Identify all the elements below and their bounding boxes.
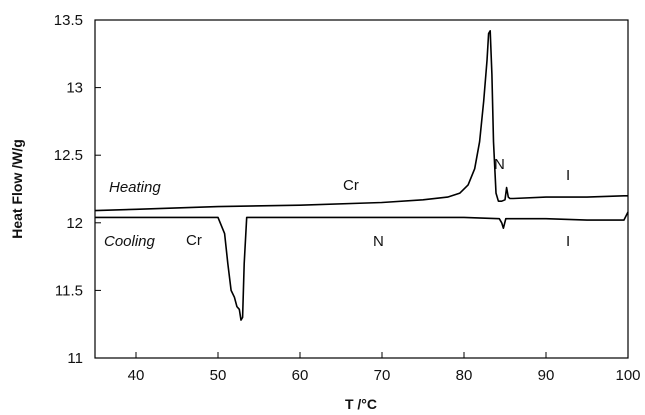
x-tick-label: 90	[538, 367, 555, 384]
cooling-curve	[95, 211, 629, 321]
heating-phase-cr: Cr	[343, 177, 359, 194]
cooling-phase-n: N	[373, 233, 384, 250]
y-axis-ticks: 11 11.5 12 12.5 13 13.5	[54, 12, 101, 367]
series-lines	[94, 29, 629, 321]
y-tick-label: 11	[67, 350, 83, 367]
y-tick-label: 12.5	[54, 147, 83, 164]
heating-series-label: Heating	[109, 179, 161, 196]
y-tick-label: 11.5	[55, 282, 83, 299]
plot-frame	[94, 19, 629, 359]
x-tick-label: 80	[456, 367, 473, 384]
x-axis-ticks: 40 50 60 70 80 90 100	[128, 352, 641, 384]
cooling-phase-cr: Cr	[186, 232, 202, 249]
y-axis-title: Heat Flow /W/g	[9, 139, 25, 239]
x-tick-label: 100	[615, 367, 640, 384]
cooling-series-label: Cooling	[104, 233, 156, 250]
heating-phase-i: I	[566, 167, 570, 184]
x-tick-label: 40	[128, 367, 145, 384]
y-tick-label: 13.5	[54, 12, 83, 29]
heating-curve	[94, 29, 628, 212]
cooling-phase-i: I	[566, 233, 570, 250]
y-tick-label: 13	[66, 80, 83, 97]
x-axis-title: T /°C	[345, 396, 377, 412]
x-tick-label: 50	[210, 367, 227, 384]
y-tick-label: 12	[66, 215, 83, 232]
heating-phase-n: N	[494, 156, 505, 173]
x-tick-label: 70	[374, 367, 391, 384]
x-tick-label: 60	[292, 367, 309, 384]
